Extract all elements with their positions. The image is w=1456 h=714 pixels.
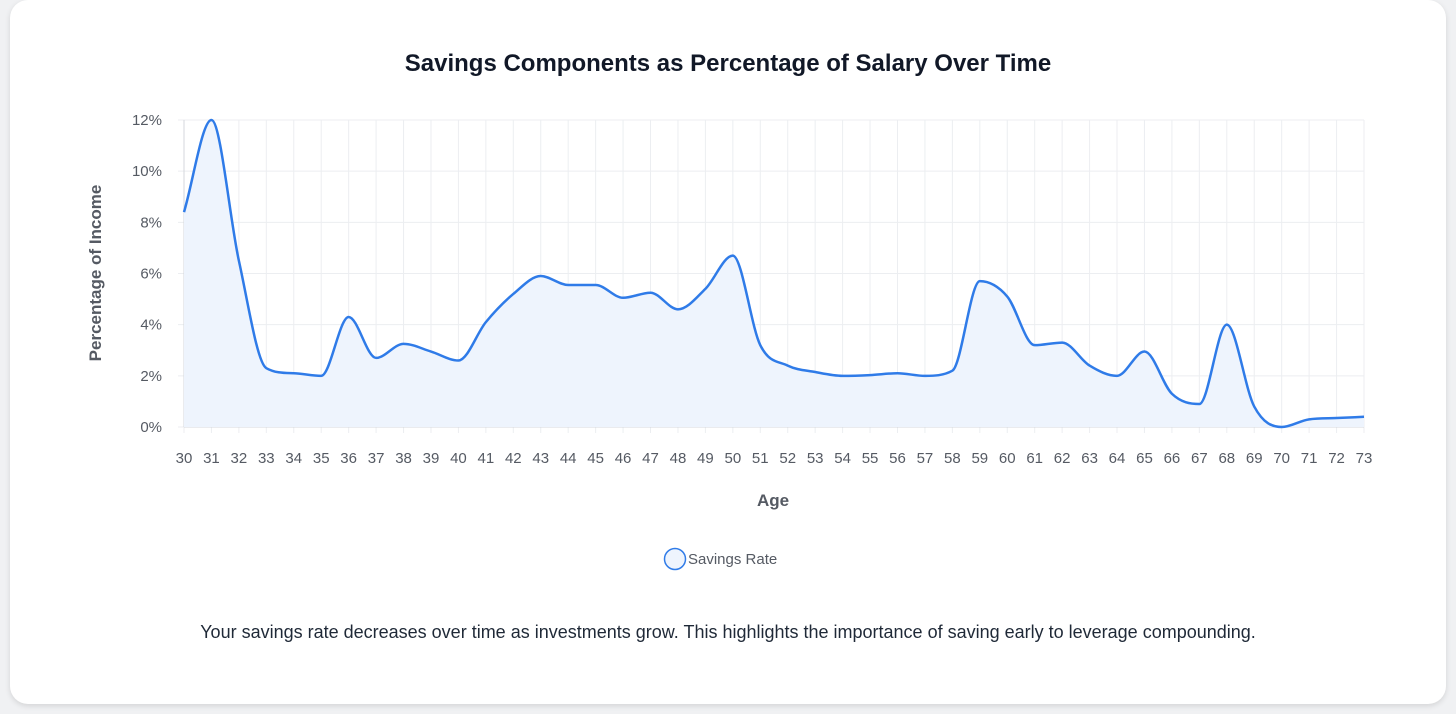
x-tick-label: 45 [587, 450, 604, 467]
x-tick-label: 60 [999, 450, 1016, 467]
y-tick-label: 4% [140, 317, 162, 334]
x-tick-label: 40 [450, 450, 467, 467]
x-tick-label: 37 [368, 450, 385, 467]
chart-title: Savings Components as Percentage of Sala… [404, 50, 1052, 77]
x-tick-label: 34 [285, 450, 302, 467]
y-axis-ticks: 0% 2% 4% 6% 8% 10% 12% [132, 112, 162, 436]
x-tick-label: 33 [258, 450, 275, 467]
x-tick-label: 47 [642, 450, 659, 467]
x-axis-title: Age [757, 491, 789, 510]
x-tick-label: 46 [615, 450, 632, 467]
y-tick-label: 0% [140, 419, 162, 436]
y-tick-label: 10% [132, 163, 162, 180]
y-axis-title: Percentage of Income [86, 185, 105, 362]
x-tick-label: 57 [917, 450, 934, 467]
x-tick-label: 69 [1246, 450, 1263, 467]
x-tick-label: 63 [1081, 450, 1098, 467]
y-tick-label: 6% [140, 266, 162, 283]
y-tick-label: 8% [140, 214, 162, 231]
x-tick-label: 39 [423, 450, 440, 467]
x-tick-label: 52 [779, 450, 796, 467]
chart-caption: Your savings rate decreases over time as… [200, 622, 1256, 642]
x-tick-label: 31 [203, 450, 220, 467]
x-tick-label: 72 [1328, 450, 1345, 467]
x-tick-label: 41 [478, 450, 495, 467]
x-tick-label: 51 [752, 450, 769, 467]
x-tick-label: 70 [1273, 450, 1290, 467]
legend-label-savings-rate[interactable]: Savings Rate [688, 551, 777, 568]
x-tick-label: 67 [1191, 450, 1208, 467]
x-tick-label: 71 [1301, 450, 1318, 467]
x-tick-label: 59 [971, 450, 988, 467]
y-tick-label: 12% [132, 112, 162, 129]
x-tick-label: 49 [697, 450, 714, 467]
x-tick-label: 50 [724, 450, 741, 467]
x-tick-label: 61 [1026, 450, 1043, 467]
legend[interactable]: Savings Rate [663, 547, 778, 571]
x-tick-label: 53 [807, 450, 824, 467]
x-tick-label: 56 [889, 450, 906, 467]
x-tick-label: 48 [670, 450, 687, 467]
x-tick-label: 43 [532, 450, 549, 467]
x-tick-label: 32 [231, 450, 248, 467]
x-tick-label: 64 [1109, 450, 1126, 467]
x-tick-label: 68 [1218, 450, 1235, 467]
x-tick-label: 35 [313, 450, 330, 467]
x-tick-label: 30 [176, 450, 193, 467]
x-tick-label: 36 [340, 450, 357, 467]
series-area-savings-rate [184, 120, 1364, 427]
series-line-savings-rate [182, 118, 1365, 429]
x-tick-label: 73 [1356, 450, 1373, 467]
x-tick-label: 58 [944, 450, 961, 467]
y-tick-label: 2% [140, 368, 162, 385]
x-tick-label: 62 [1054, 450, 1071, 467]
x-tick-label: 65 [1136, 450, 1153, 467]
x-tick-label: 38 [395, 450, 412, 467]
x-tick-label: 66 [1164, 450, 1181, 467]
x-tick-label: 44 [560, 450, 577, 467]
x-tick-label: 42 [505, 450, 522, 467]
x-axis-ticks: 30 31 32 33 34 35 36 37 38 39 40 41 42 43 44 45 46 47 48 49… [176, 450, 1373, 467]
legend-swatch-savings-rate[interactable] [663, 547, 687, 571]
x-tick-label: 55 [862, 450, 879, 467]
x-tick-label: 54 [834, 450, 851, 467]
